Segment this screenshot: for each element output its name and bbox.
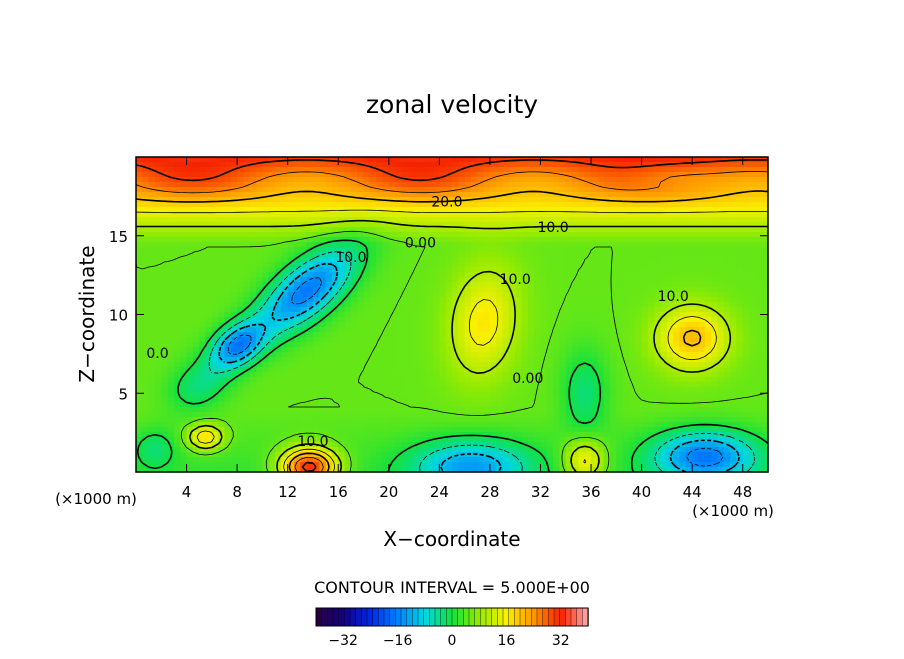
colorbar-swatch — [418, 608, 424, 626]
colorbar-swatch — [560, 608, 566, 626]
x-tick-label: 24 — [430, 483, 449, 501]
colorbar-swatch — [537, 608, 543, 626]
contour-label: 10.0 — [297, 434, 328, 450]
colorbar-swatch — [424, 608, 430, 626]
x-tick-label: 44 — [683, 483, 702, 501]
colorbar-tick-label: 32 — [552, 633, 570, 649]
colorbar-swatch — [407, 608, 413, 626]
colorbar-swatch — [571, 608, 577, 626]
y-tick-label: 15 — [109, 228, 128, 246]
colorbar-swatch — [316, 608, 322, 626]
colorbar-ticks: −32 −16 0 16 32 — [328, 633, 569, 649]
colorbar-swatch — [526, 608, 532, 626]
colorbar-swatch — [367, 608, 373, 626]
colorbar-swatch — [339, 608, 345, 626]
colorbar-swatch — [361, 608, 367, 626]
contour-label: 0.0 — [146, 346, 168, 362]
colorbar-swatch — [446, 608, 452, 626]
colorbar-swatch — [435, 608, 441, 626]
colorbar-swatch — [480, 608, 486, 626]
colorbar-swatch — [350, 608, 356, 626]
y-tick-label: 10 — [109, 307, 128, 325]
colorbar-swatch — [554, 608, 560, 626]
colorbar-tick-label: 16 — [497, 633, 515, 649]
colorbar-swatch — [486, 608, 492, 626]
x-tick-label: 28 — [480, 483, 499, 501]
contour-label: 0.00 — [512, 371, 543, 387]
contour-label: 10.0 — [500, 272, 531, 288]
colorbar-swatch — [356, 608, 362, 626]
contour-label: 10.0 — [658, 289, 689, 305]
z-axis-unit: (×1000 m) — [55, 490, 137, 508]
colorbar-swatch — [463, 608, 469, 626]
colorbar — [316, 608, 589, 626]
contour-label: 10.0 — [538, 220, 569, 236]
x-axis-label: X−coordinate — [383, 527, 520, 551]
colorbar-swatch — [333, 608, 339, 626]
colorbar-swatch — [401, 608, 407, 626]
x-tick-label: 32 — [531, 483, 550, 501]
colorbar-tick-label: 0 — [448, 633, 457, 649]
colorbar-swatch — [378, 608, 384, 626]
colorbar-swatch — [373, 608, 379, 626]
x-tick-label: 48 — [733, 483, 752, 501]
colorbar-swatch — [497, 608, 503, 626]
contour-interval-text: CONTOUR INTERVAL = 5.000E+00 — [314, 578, 590, 597]
contour-label: 10.0 — [335, 250, 366, 266]
colorbar-swatch — [514, 608, 520, 626]
x-tick-label: 36 — [581, 483, 600, 501]
colorbar-swatch — [384, 608, 390, 626]
x-axis-unit: (×1000 m) — [692, 502, 774, 520]
colorbar-swatch — [543, 608, 549, 626]
colorbar-swatch — [469, 608, 475, 626]
colorbar-swatch — [520, 608, 526, 626]
y-axis-label: Z−coordinate — [75, 245, 99, 382]
y-tick-label: 5 — [118, 385, 128, 403]
colorbar-swatch — [452, 608, 458, 626]
colorbar-swatch — [475, 608, 481, 626]
colorbar-swatch — [548, 608, 554, 626]
colorbar-swatch — [429, 608, 435, 626]
colorbar-swatch — [492, 608, 498, 626]
colorbar-swatch — [509, 608, 515, 626]
colorbar-swatch — [577, 608, 583, 626]
colorbar-swatch — [344, 608, 350, 626]
x-tick-label: 20 — [379, 483, 398, 501]
colorbar-tick-label: −32 — [328, 633, 358, 649]
colorbar-swatch — [503, 608, 509, 626]
x-tick-label: 4 — [182, 483, 192, 501]
contour-label: 20.0 — [431, 195, 462, 211]
colorbar-tick-label: −16 — [383, 633, 413, 649]
chart-title: zonal velocity — [366, 90, 538, 119]
colorbar-swatch — [390, 608, 396, 626]
colorbar-swatch — [565, 608, 571, 626]
x-tick-label: 12 — [278, 483, 297, 501]
colorbar-swatch — [327, 608, 333, 626]
x-tick-label: 16 — [329, 483, 348, 501]
colorbar-swatch — [395, 608, 401, 626]
colorbar-swatch — [412, 608, 418, 626]
colorbar-swatch — [441, 608, 447, 626]
colorbar-swatch — [458, 608, 464, 626]
x-tick-label: 40 — [632, 483, 651, 501]
colorbar-swatch — [531, 608, 537, 626]
x-tick-label: 8 — [232, 483, 242, 501]
contour-label: 0.00 — [405, 236, 436, 252]
colorbar-swatch — [322, 608, 328, 626]
